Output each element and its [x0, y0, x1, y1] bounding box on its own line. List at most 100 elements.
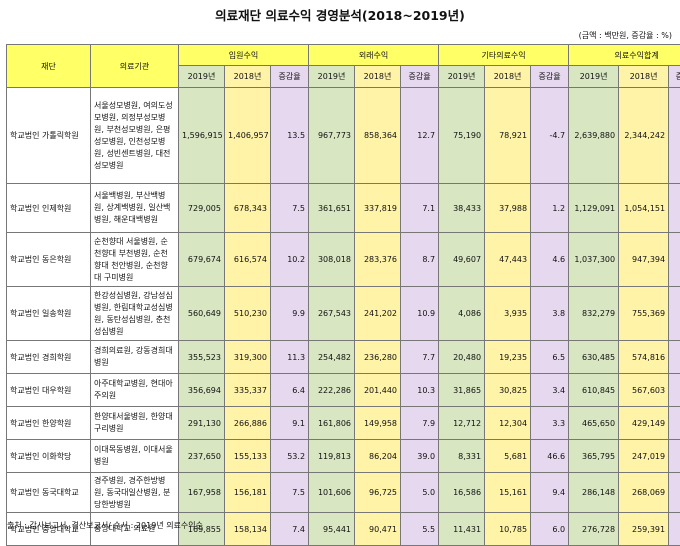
- header-sub-3-0: 2019년: [569, 66, 619, 88]
- value-cell: 8.5: [669, 407, 680, 440]
- value-cell: 5.0: [401, 473, 439, 513]
- value-cell: 96,725: [355, 473, 401, 513]
- value-cell: 268,069: [619, 473, 669, 513]
- institution-cell: 이대목동병원, 이대서울병원: [91, 440, 179, 473]
- value-cell: 155,133: [225, 440, 271, 473]
- value-cell: 6.0: [531, 513, 569, 546]
- header-sub-1-0: 2019년: [309, 66, 355, 88]
- value-cell: 10.3: [401, 374, 439, 407]
- value-cell: 574,816: [619, 341, 669, 374]
- value-cell: 7.5: [271, 473, 309, 513]
- institution-cell: 경희의료원, 강동경희대병원: [91, 341, 179, 374]
- value-cell: 15,161: [485, 473, 531, 513]
- value-cell: 37,988: [485, 184, 531, 233]
- value-cell: 678,343: [225, 184, 271, 233]
- value-cell: 286,148: [569, 473, 619, 513]
- value-cell: 2,344,242: [619, 88, 669, 184]
- value-cell: 1,596,915: [179, 88, 225, 184]
- value-cell: 53.2: [271, 440, 309, 473]
- institution-cell: 아주대학교병원, 현대아주의원: [91, 374, 179, 407]
- value-cell: 30,825: [485, 374, 531, 407]
- value-cell: 222,286: [309, 374, 355, 407]
- value-cell: 6.7: [669, 513, 680, 546]
- value-cell: 12,712: [439, 407, 485, 440]
- institution-cell: 서울백병원, 부산백병원, 상계백병원, 일산백병원, 해운대백병원: [91, 184, 179, 233]
- value-cell: 6.5: [531, 341, 569, 374]
- value-cell: 9.5: [669, 233, 680, 287]
- value-cell: 1,129,091: [569, 184, 619, 233]
- value-cell: 283,376: [355, 233, 401, 287]
- value-cell: 465,650: [569, 407, 619, 440]
- foundation-cell: 학교법인 대우학원: [7, 374, 91, 407]
- value-cell: 31,865: [439, 374, 485, 407]
- header-sub-3-2: 증감율: [669, 66, 680, 88]
- value-cell: 167,958: [179, 473, 225, 513]
- value-cell: 161,806: [309, 407, 355, 440]
- value-cell: 247,019: [619, 440, 669, 473]
- header-sub-0-1: 2018년: [225, 66, 271, 88]
- value-cell: 3.3: [531, 407, 569, 440]
- header-sub-3-1: 2018년: [619, 66, 669, 88]
- value-cell: 3.4: [531, 374, 569, 407]
- value-cell: 9.9: [271, 287, 309, 341]
- value-cell: 266,886: [225, 407, 271, 440]
- value-cell: 947,394: [619, 233, 669, 287]
- header-institution: 의료기관: [91, 45, 179, 88]
- value-cell: 1,054,151: [619, 184, 669, 233]
- value-cell: -4.7: [531, 88, 569, 184]
- value-cell: 630,485: [569, 341, 619, 374]
- value-cell: 6.7: [669, 473, 680, 513]
- foundation-cell: 학교법인 일송학원: [7, 287, 91, 341]
- value-cell: 156,181: [225, 473, 271, 513]
- value-cell: 3.8: [531, 287, 569, 341]
- header-group-outpatient: 외래수익: [309, 45, 439, 66]
- value-cell: 832,279: [569, 287, 619, 341]
- value-cell: 10.2: [271, 233, 309, 287]
- value-cell: 13.5: [271, 88, 309, 184]
- value-cell: 1,037,300: [569, 233, 619, 287]
- value-cell: 86,204: [355, 440, 401, 473]
- value-cell: 429,149: [619, 407, 669, 440]
- value-cell: 75,190: [439, 88, 485, 184]
- value-cell: 8,331: [439, 440, 485, 473]
- value-cell: 149,958: [355, 407, 401, 440]
- value-cell: 254,482: [309, 341, 355, 374]
- value-cell: 49,607: [439, 233, 485, 287]
- value-cell: 729,005: [179, 184, 225, 233]
- value-cell: 5,681: [485, 440, 531, 473]
- value-cell: 101,606: [309, 473, 355, 513]
- value-cell: 858,364: [355, 88, 401, 184]
- value-cell: 6.4: [271, 374, 309, 407]
- value-cell: 236,280: [355, 341, 401, 374]
- value-cell: 95,441: [309, 513, 355, 546]
- value-cell: 12.7: [401, 88, 439, 184]
- value-cell: 8.7: [401, 233, 439, 287]
- value-cell: 4.6: [531, 233, 569, 287]
- value-cell: 267,543: [309, 287, 355, 341]
- value-cell: 560,649: [179, 287, 225, 341]
- value-cell: 755,369: [619, 287, 669, 341]
- value-cell: 361,651: [309, 184, 355, 233]
- value-cell: 7.7: [401, 341, 439, 374]
- foundation-cell: 학교법인 동국대학교: [7, 473, 91, 513]
- value-cell: 1,406,957: [225, 88, 271, 184]
- value-cell: 276,728: [569, 513, 619, 546]
- value-cell: 48.1: [669, 440, 680, 473]
- value-cell: 46.6: [531, 440, 569, 473]
- value-cell: 567,603: [619, 374, 669, 407]
- value-cell: 16,586: [439, 473, 485, 513]
- value-cell: 510,230: [225, 287, 271, 341]
- value-cell: 3,935: [485, 287, 531, 341]
- header-sub-1-2: 증감율: [401, 66, 439, 88]
- foundation-cell: 학교법인 이화학당: [7, 440, 91, 473]
- institution-cell: 경주병원, 경주한방병원, 동국대일산병원, 분당한방병원: [91, 473, 179, 513]
- value-cell: 337,819: [355, 184, 401, 233]
- value-cell: 7.1: [669, 184, 680, 233]
